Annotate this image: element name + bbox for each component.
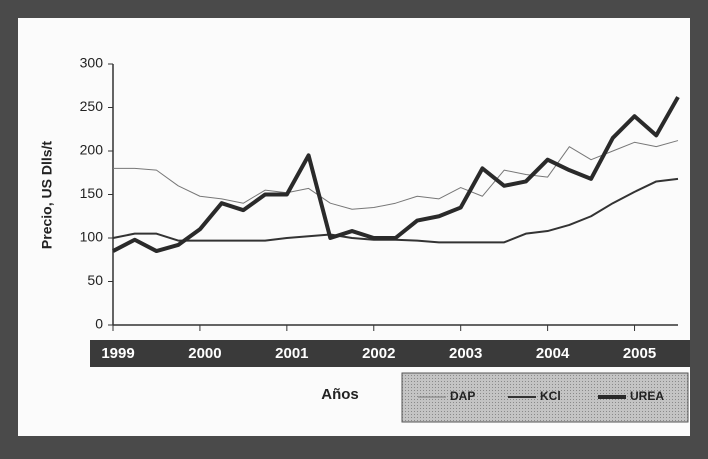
x-tick-label: 2004 (536, 345, 570, 362)
y-tick-label: 200 (80, 142, 104, 158)
legend-label: DAP (450, 389, 475, 403)
x-axis-label: Años (321, 386, 359, 403)
x-tick-label: 2005 (623, 345, 656, 362)
y-tick-label: 250 (80, 98, 104, 114)
x-tick-label: 2002 (362, 345, 395, 362)
y-tick-label: 150 (80, 185, 104, 201)
legend-label: UREA (630, 389, 664, 403)
series-line (112, 96, 680, 254)
legend-label: KCl (540, 389, 561, 403)
x-tick-label: 2001 (275, 345, 308, 362)
x-tick-label: 1999 (101, 345, 134, 362)
y-tick-label: 300 (80, 55, 104, 71)
legend-box (401, 372, 689, 423)
x-tick-label: 2000 (188, 345, 221, 362)
y-tick-label: 50 (87, 272, 103, 288)
x-axis-band (90, 340, 690, 367)
x-tick-label: 2003 (449, 345, 482, 362)
y-axis-label: Precio, US Dlls/t (39, 141, 55, 249)
y-tick-label: 100 (80, 229, 104, 245)
series-line (113, 140, 679, 210)
y-tick-label: 0 (95, 316, 103, 332)
